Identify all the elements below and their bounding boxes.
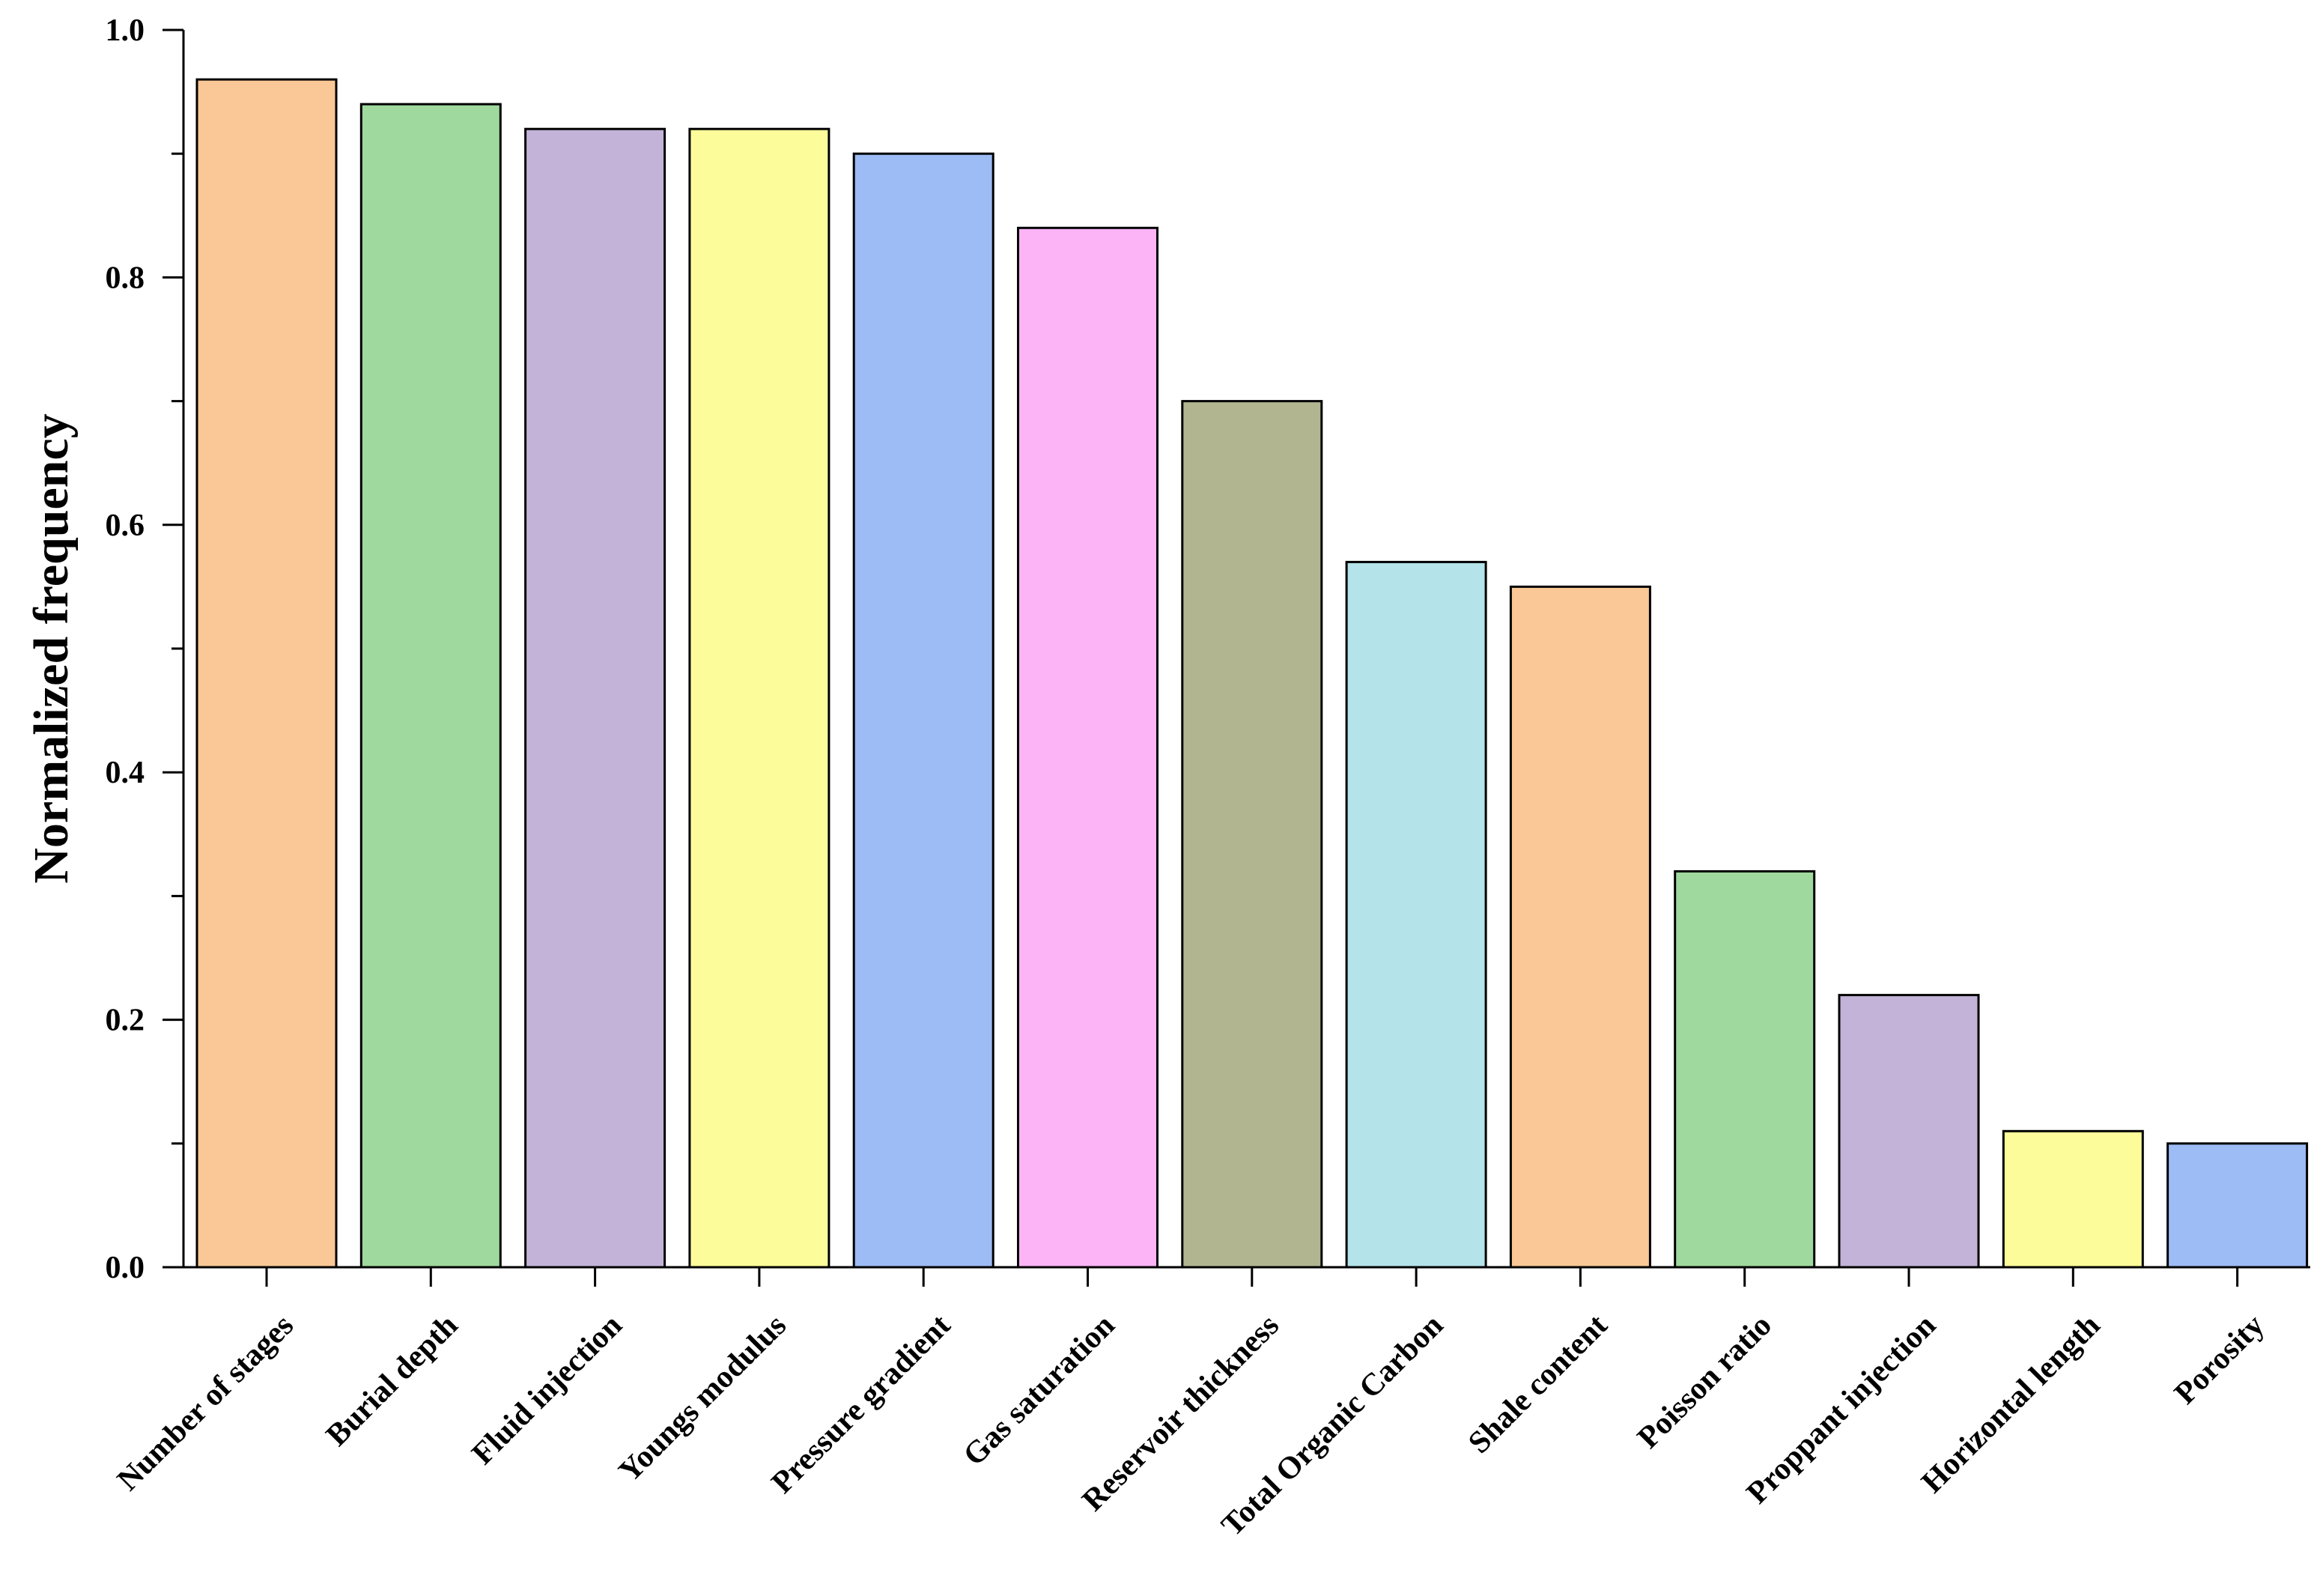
x-tick-label: Poisson ratio [1631,1308,1779,1456]
bar [688,127,830,1269]
x-tick-label: Gas saturation [957,1308,1122,1473]
x-tick-label: Burial depth [320,1308,464,1453]
y-tick-label: 0.4 [106,756,145,790]
bar [359,103,502,1269]
bar [1674,870,1816,1269]
x-tick-label: Porosity [2168,1308,2271,1412]
x-tick-label: Horizontal length [1915,1308,2107,1500]
x-tick-label: Number of stages [111,1308,300,1498]
bar [1838,994,1980,1269]
bar [1181,400,1323,1269]
y-tick-label: 1.0 [106,13,145,48]
y-tick-label: 0.6 [106,509,145,543]
bar [2002,1129,2144,1269]
y-tick-label: 0.8 [106,261,145,295]
bars-layer [195,78,2309,1269]
axes-layer [163,28,2310,1287]
bar [524,127,666,1269]
x-tick-label: Pressure gradient [765,1308,958,1501]
x-tick-label: Fluid injection [466,1308,629,1472]
y-tick-label: 0.2 [106,1004,145,1038]
y-axis-title: Normalized frequency [24,413,79,883]
x-tick-label: Shale content [1462,1308,1614,1460]
bar [2166,1142,2309,1269]
bar [1509,585,1651,1269]
bar [852,152,994,1269]
x-tick-label: Youngs modulus [613,1308,793,1489]
bar [195,78,338,1269]
bar [1017,226,1158,1269]
bar [1345,560,1487,1269]
y-tick-label: 0.0 [106,1251,145,1285]
